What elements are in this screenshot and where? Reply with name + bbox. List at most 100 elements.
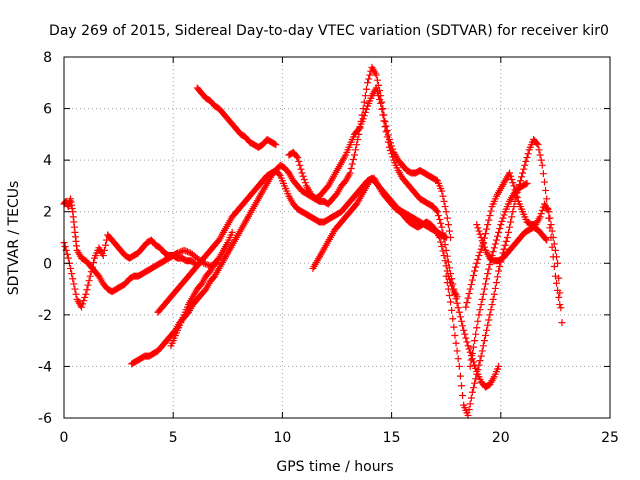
- data-point: [190, 259, 198, 267]
- data-series: [193, 84, 280, 151]
- data-point: [475, 361, 483, 369]
- data-point: [521, 161, 529, 169]
- data-point: [465, 290, 473, 298]
- data-point: [548, 227, 556, 235]
- data-point: [538, 161, 546, 169]
- data-point: [473, 324, 481, 332]
- data-point: [486, 212, 494, 220]
- data-point: [474, 317, 482, 325]
- data-series: [154, 166, 450, 316]
- chart-title: Day 269 of 2015, Sidereal Day-to-day VTE…: [49, 23, 609, 39]
- data-point: [379, 105, 387, 113]
- data-point: [444, 258, 452, 266]
- data-point: [456, 372, 464, 380]
- data-point: [484, 270, 492, 278]
- data-point: [89, 259, 97, 267]
- axis-ticks: [63, 56, 611, 419]
- data-point: [383, 126, 391, 134]
- data-point: [524, 150, 532, 158]
- y-tick-label: -2: [38, 308, 52, 324]
- data-series: [128, 63, 455, 368]
- x-tick-labels: 0 5 10 15 20 25: [60, 430, 619, 446]
- x-tick-label: 25: [601, 430, 619, 446]
- data-point: [554, 259, 562, 267]
- data-point: [500, 211, 508, 219]
- data-series: [442, 136, 564, 419]
- data-point: [452, 295, 460, 303]
- data-point: [478, 237, 486, 245]
- data-point: [545, 208, 553, 216]
- data-point: [550, 263, 558, 271]
- data-point: [534, 141, 542, 149]
- data-point: [372, 84, 380, 92]
- data-point: [473, 259, 481, 267]
- data-point: [484, 321, 492, 329]
- data-point: [462, 303, 470, 311]
- data-point: [464, 342, 472, 350]
- y-tick-label: -6: [38, 411, 52, 427]
- data-point: [523, 179, 531, 187]
- data-point: [482, 331, 490, 339]
- data-point: [482, 230, 490, 238]
- data-point: [556, 289, 564, 297]
- y-tick-label: -4: [38, 359, 52, 375]
- data-point: [471, 337, 479, 345]
- data-point: [520, 165, 528, 173]
- data-point: [77, 303, 85, 311]
- data-point: [79, 300, 87, 308]
- data-point: [510, 182, 518, 190]
- data-point: [485, 316, 493, 324]
- data-point: [68, 270, 76, 278]
- data-point: [449, 315, 457, 323]
- data-point: [84, 281, 92, 289]
- data-point: [435, 212, 443, 220]
- data-point: [389, 153, 397, 161]
- data-point: [472, 263, 480, 271]
- data-point: [349, 155, 357, 163]
- data-point: [445, 264, 453, 272]
- data-point: [487, 207, 495, 215]
- data-point: [474, 224, 482, 232]
- data-point: [465, 345, 473, 353]
- data-point: [475, 311, 483, 319]
- data-point: [373, 88, 381, 96]
- data-point: [454, 355, 462, 363]
- data-point: [382, 128, 390, 136]
- data-point: [542, 186, 550, 194]
- data-point: [449, 280, 457, 288]
- data-point: [83, 286, 91, 294]
- data-point: [80, 297, 88, 305]
- data-point: [443, 252, 451, 260]
- data-point: [461, 330, 469, 338]
- data-point: [63, 250, 71, 258]
- data-point: [477, 352, 485, 360]
- data-point: [492, 236, 500, 244]
- data-point: [490, 244, 498, 252]
- data-point: [480, 285, 488, 293]
- data-point: [523, 154, 531, 162]
- data-point: [364, 79, 372, 87]
- data-point: [543, 236, 551, 244]
- x-tick-label: 15: [383, 430, 401, 446]
- data-point: [455, 362, 463, 370]
- data-point: [437, 219, 445, 227]
- data-point: [347, 165, 355, 173]
- y-axis-label: SDTVAR / TECUs: [6, 181, 22, 296]
- data-point: [380, 117, 388, 125]
- data-point: [447, 298, 455, 306]
- data-point: [551, 246, 559, 254]
- data-point: [468, 276, 476, 284]
- data-point: [503, 234, 511, 241]
- data-point: [491, 284, 499, 292]
- data-point: [494, 273, 502, 281]
- data-point: [86, 272, 94, 280]
- data-point: [485, 265, 493, 273]
- data-point: [466, 362, 474, 370]
- data-point: [486, 261, 494, 269]
- data-point: [439, 229, 447, 237]
- data-point: [64, 254, 72, 262]
- data-point: [489, 248, 497, 256]
- data-point: [498, 217, 506, 225]
- data-point: [81, 293, 89, 301]
- data-point: [475, 252, 483, 260]
